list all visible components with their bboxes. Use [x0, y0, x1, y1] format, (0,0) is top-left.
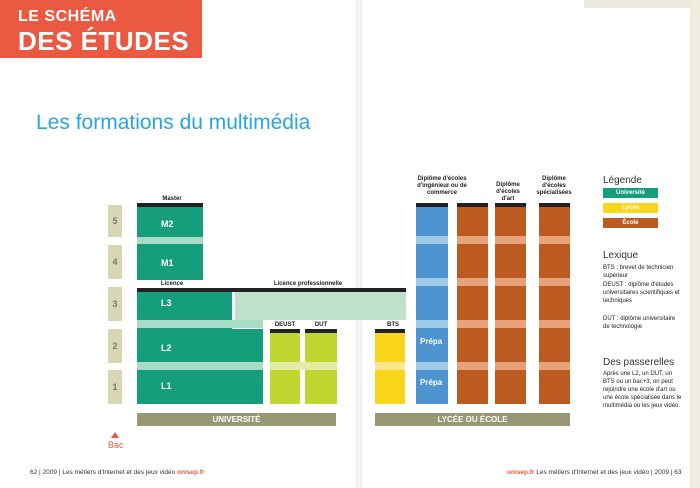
section-banner: LE SCHÉMA DES ÉTUDES: [0, 0, 202, 58]
art-bar-2: [495, 203, 526, 207]
l2-label: L2: [161, 343, 172, 353]
school-sep-1: [457, 236, 570, 244]
legend-universite: Université: [603, 188, 658, 198]
universite-base: UNIVERSITÉ: [137, 413, 336, 426]
lexique-dut: DUT : diplôme universitaire de technolog…: [603, 316, 676, 330]
deust-bar: [270, 329, 300, 333]
master-sep: [137, 237, 203, 244]
m1-label: M1: [161, 258, 174, 268]
bts-sep: [375, 362, 405, 370]
page-fold: [356, 0, 362, 488]
bac-label: Bac: [108, 440, 124, 450]
lexique-title: Lexique: [603, 250, 639, 261]
top-strip: [584, 0, 700, 8]
l3-sep: [137, 320, 263, 328]
level-3: 3: [108, 287, 122, 321]
level-1-label: 1: [112, 382, 118, 392]
master-label: Master: [162, 196, 182, 202]
legend-title: Légende: [603, 175, 642, 186]
level-1: 1: [108, 370, 122, 404]
level-5-label: 5: [112, 216, 118, 226]
footer-text-left: Les métiers d'Internet et des jeux vidéo: [62, 469, 176, 476]
school-gap-2: [526, 207, 539, 404]
l1-label: L1: [161, 381, 172, 391]
ing-sep-4: [416, 362, 448, 370]
dut-bar: [305, 329, 337, 333]
licence-bar: [137, 288, 406, 292]
legend-ecole: École: [603, 218, 658, 228]
art-bar-1: [457, 203, 488, 207]
dip-spec-label: Diplôme d'écoles spécialisées: [536, 176, 572, 196]
passerelles-text: Après une L2, un DUT, un BTS ou un bac+3…: [603, 371, 682, 409]
master-bar: [137, 203, 203, 207]
footer-right: onisep.fr Les métiers d'Internet et des …: [507, 469, 682, 476]
ing-sep-2: [416, 278, 448, 286]
lexique-deust: DEUST : diplôme d'études universitaires …: [603, 282, 680, 304]
footer-text-right: Les métiers d'Internet et des jeux vidéo: [536, 469, 650, 476]
licence-pro-label: Licence professionnelle: [273, 281, 343, 287]
ingenieur-bar: [416, 203, 448, 207]
level-2-label: 2: [112, 341, 118, 351]
spec-bar: [539, 203, 570, 207]
school-sep-4: [457, 362, 570, 370]
bac-arrow-icon: [111, 432, 119, 438]
level-5: 5: [108, 205, 122, 237]
level-4-label: 4: [112, 257, 118, 267]
footer-brand-left: onisep.fr: [177, 469, 205, 476]
school-sep-2: [457, 278, 570, 286]
level-2: 2: [108, 329, 122, 363]
lexique-bts: BTS : brevet de technicien supérieur: [603, 265, 674, 279]
licence-label: Licence: [160, 281, 184, 287]
passerelles-title: Des passerelles: [603, 357, 675, 368]
banner-line-2: DES ÉTUDES: [18, 26, 190, 56]
footer-year-left: 2009: [42, 469, 58, 476]
school-gap-1: [488, 207, 495, 404]
dip-ingenieur-label: Diplôme d'écoles d'ingénieur ou de comme…: [417, 176, 467, 196]
dip-art-label: Diplôme d'écoles d'art: [496, 182, 520, 202]
prepa-label-1: Prépa: [420, 378, 443, 387]
footer-left: 62 | 2009 | Les métiers d'Internet et de…: [30, 469, 205, 476]
ing-sep-3: [416, 320, 448, 328]
ing-sep-1: [416, 236, 448, 244]
level-4: 4: [108, 245, 122, 279]
page-title: Les formations du multimédia: [36, 111, 311, 134]
footer-page-left: 62: [30, 469, 38, 476]
l2-sep: [137, 362, 263, 370]
dut-label: DUT: [314, 322, 328, 328]
prepa-label-2: Prépa: [420, 337, 443, 346]
bts-bar: [375, 329, 405, 333]
footer-year-right: 2009: [654, 469, 669, 476]
footer-page-right: 63: [674, 469, 682, 476]
legend-lycee: Lycée: [603, 203, 658, 213]
footer-brand-right: onisep.fr: [507, 469, 535, 476]
right-edge: [690, 0, 700, 488]
lycee-base: LYCÉE OU ÉCOLE: [375, 413, 570, 426]
school-sep-3: [457, 320, 570, 328]
l3-label: L3: [161, 298, 172, 308]
deust-label: DEUST: [274, 322, 296, 328]
licence-pro-block: [235, 292, 406, 320]
dut-sep: [270, 362, 337, 370]
m2-label: M2: [161, 219, 174, 229]
bts-label: BTS: [387, 322, 399, 328]
level-3-label: 3: [112, 299, 118, 309]
banner-line-1: LE SCHÉMA: [18, 8, 117, 25]
